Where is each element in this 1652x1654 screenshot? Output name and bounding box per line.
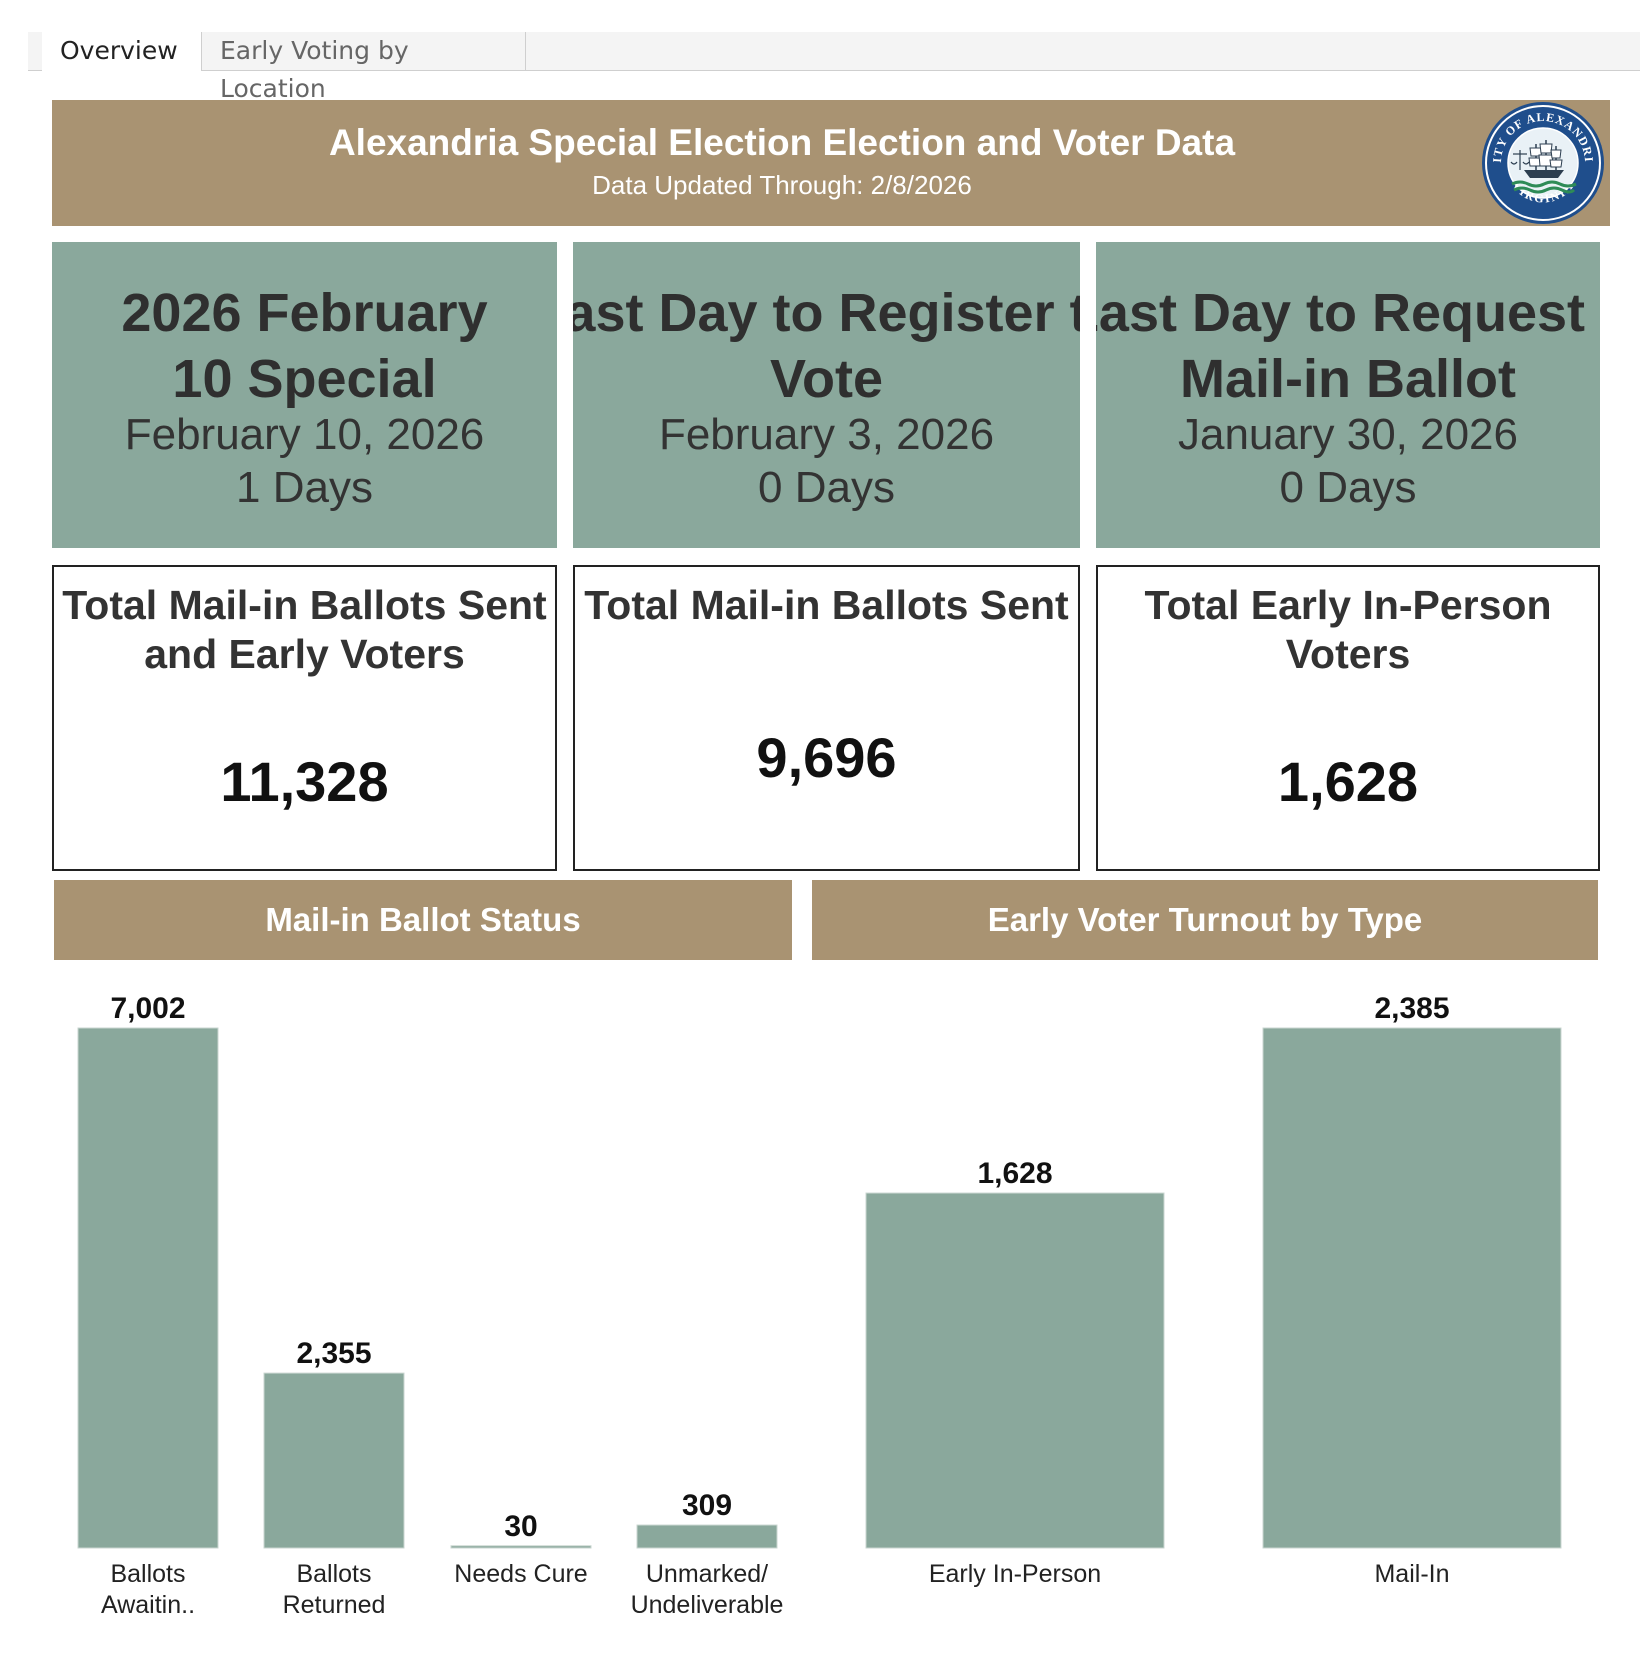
total-early-in-person-stat: Total Early In-Person Voters 1,628 [1096,565,1600,871]
stat-value: 1,628 [1277,750,1419,813]
bar-category-label: Needs Cure [454,1560,587,1588]
data-updated-text: Data Updated Through: 2/8/2026 [592,170,972,200]
bar-0-2[interactable] [450,1545,592,1549]
bar-1-0[interactable] [865,1192,1165,1549]
bar-1-1[interactable] [1262,1027,1562,1549]
bar-value-label: 7,002 [110,992,185,1025]
bar-0-0[interactable] [77,1027,219,1549]
card-days-remaining: 0 Days [1279,463,1417,512]
bar-value-label: 1,628 [977,1157,1052,1190]
card-days-remaining: 1 Days [236,463,373,512]
total-mail-sent-stat: Total Mail-in Ballots Sent 9,696 [573,565,1080,871]
card-date: January 30, 2026 [1177,410,1519,459]
city-seal-logo: CITY OF ALEXANDRIA VIRGINIA [1480,100,1604,224]
tab-bar-edge [28,32,43,70]
bar-value-label: 2,385 [1374,992,1449,1025]
mail-ballot-deadline-card: Last Day to Request a Mail-in Ballot Jan… [1096,242,1600,548]
bar-category-label: Ballots Awaitin.. [101,1560,195,1619]
bar-0-3[interactable] [636,1524,778,1549]
stat-value: 11,328 [220,750,389,813]
card-date: February 10, 2026 [124,410,485,459]
bar-category-label: Early In-Person [929,1560,1101,1588]
bar-value-label: 2,355 [296,1337,371,1370]
tab-bar: Overview Early Voting by Location [28,32,1640,103]
election-day-card: 2026 February 10 Special February 10, 20… [52,242,557,548]
tab-overview[interactable]: Overview [42,32,202,71]
stat-title: Total Mail-in Ballots Sent and Early Vot… [62,582,547,677]
card-days-remaining: 0 Days [758,463,895,512]
bar-category-label: Unmarked/Undeliverable [631,1560,784,1619]
bar-category-label: Ballots Returned [283,1560,386,1619]
stat-value: 9,696 [756,726,897,789]
stat-title: Total Mail-in Ballots Sent [584,582,1069,628]
card-title: Last Day to Register to Vote [573,283,1080,409]
card-date: February 3, 2026 [658,410,995,459]
early-voter-turnout-header: Early Voter Turnout by Type [812,880,1598,960]
card-title: Last Day to Request a Mail-in Ballot [1096,283,1600,409]
dashboard-header: Alexandria Special Election Election and… [52,100,1610,226]
bar-category-label: Mail-In [1374,1560,1449,1588]
total-mail-and-early-stat: Total Mail-in Ballots Sent and Early Vot… [52,565,557,871]
bar-charts: 7,002 Ballots Awaitin.. 2,355 Ballots Returne… [77,992,1562,1619]
mail-ballot-status-header: Mail-in Ballot Status [54,880,792,960]
stat-title: Total Early In-Person Voters [1144,582,1552,677]
bar-value-label: 30 [504,1510,537,1543]
register-deadline-card: Last Day to Register to Vote February 3,… [573,242,1080,548]
tab-early-voting-by-location[interactable]: Early Voting by Location [202,32,526,103]
bar-value-label: 309 [682,1489,732,1522]
card-title: 2026 February 10 Special [121,283,488,409]
page-title: Alexandria Special Election Election and… [328,122,1236,163]
bar-0-1[interactable] [263,1372,405,1549]
